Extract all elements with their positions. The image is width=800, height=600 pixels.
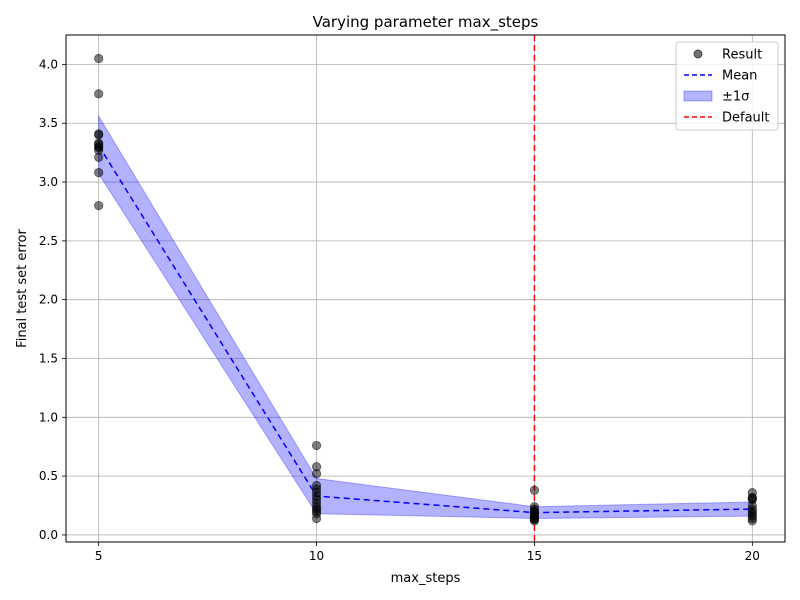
std-band-layer	[98, 114, 753, 519]
legend-item-default: Default	[684, 111, 770, 126]
x-axis-ticks: 5 10 15 20	[95, 542, 760, 563]
x-tick-label: 15	[527, 549, 542, 563]
result-point	[94, 89, 104, 99]
mean-line-layer	[98, 145, 753, 514]
y-axis-ticks: 0.0 0.5 1.0 1.5 2.0 2.5 3.0 3.5 4.0	[39, 57, 66, 542]
legend-band-label: ±1σ	[722, 90, 749, 105]
legend: Result Mean ±1σ Default	[675, 41, 779, 131]
legend-default-label: Default	[722, 111, 770, 126]
result-point	[311, 469, 322, 479]
x-axis-label: max_steps	[391, 571, 461, 586]
legend-box	[675, 41, 779, 131]
mean-line	[98, 145, 753, 514]
result-point	[94, 200, 104, 211]
y-tick-label: 0.5	[39, 469, 58, 483]
legend-band-swatch	[683, 90, 713, 102]
legend-result-label: Result	[722, 48, 762, 63]
y-axis-label: Final test set error	[15, 229, 30, 348]
result-points-layer	[94, 53, 757, 526]
legend-item-result: Result	[693, 48, 762, 63]
std-band	[98, 114, 753, 519]
result-point	[529, 485, 540, 495]
y-tick-label: 2.5	[39, 234, 58, 248]
chart-title: Varying parameter max_steps	[313, 13, 539, 32]
plot-frame	[65, 34, 786, 543]
y-tick-label: 0.0	[39, 528, 58, 542]
legend-result-marker	[693, 49, 703, 59]
result-point	[747, 516, 757, 526]
result-point	[311, 440, 322, 451]
grid-lines	[66, 35, 785, 542]
y-tick-label: 3.0	[39, 175, 58, 189]
result-point	[94, 152, 104, 162]
result-point	[94, 168, 104, 178]
result-point	[529, 516, 540, 526]
legend-item-band: ±1σ	[683, 90, 749, 105]
legend-item-mean: Mean	[684, 69, 757, 84]
y-tick-label: 2.0	[39, 293, 58, 307]
y-tick-label: 1.5	[39, 351, 58, 365]
y-tick-label: 3.5	[39, 116, 58, 130]
result-point	[94, 130, 104, 140]
y-tick-label: 1.0	[39, 410, 58, 424]
y-tick-label: 4.0	[39, 57, 58, 71]
result-point	[94, 53, 104, 64]
result-point	[311, 513, 322, 524]
legend-mean-label: Mean	[722, 69, 757, 84]
x-tick-label: 5	[95, 549, 103, 563]
x-tick-label: 10	[309, 549, 324, 563]
x-tick-label: 20	[745, 549, 760, 563]
